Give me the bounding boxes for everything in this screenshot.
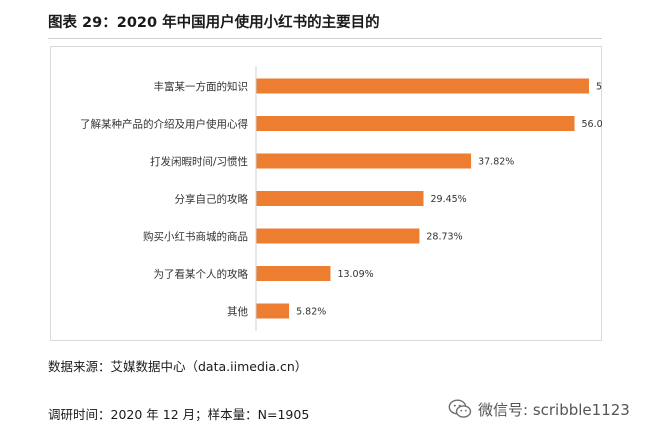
value-label: 5.82% [296,307,326,318]
bar [256,116,575,131]
data-source-note: 数据来源：艾媒数据中心（data.iimedia.cn） [48,359,308,374]
bar [256,303,290,319]
category-label: 购买小红书商城的商品 [143,230,248,243]
category-label: 其他 [227,305,248,318]
bar [256,153,472,169]
bar-chart: 丰富某一方面的知识 58.55% 了解某种产品的介绍及用户使用心得 56.00% 打发闲… [80,66,602,331]
category-label: 丰富某一方面的知识 [154,80,249,93]
bar [256,228,420,244]
wechat-icon [448,399,472,418]
value-label: 13.09% [337,269,373,280]
category-label: 分享自己的攻略 [175,193,249,206]
watermark-text: 微信号: scribble1123 [478,400,630,419]
value-label: 58.55% [596,82,602,93]
value-label: 28.73% [426,232,462,243]
category-label: 了解某种产品的介绍及用户使用心得 [80,118,248,131]
chart-title: 图表 29：2020 年中国用户使用小红书的主要目的 [48,15,380,31]
bar [256,191,424,206]
category-label: 为了看某个人的攻略 [154,268,249,281]
category-label: 打发闲暇时间/习惯性 [150,155,248,168]
title-divider [48,38,602,39]
chart-frame [50,46,602,341]
value-label: 56.00% [581,119,602,130]
wechat-watermark: 微信号: scribble1123 [448,398,630,420]
bar [256,78,589,94]
bar [256,266,331,281]
value-label: 29.45% [430,194,466,205]
value-label: 37.82% [478,157,514,168]
survey-info-note: 调研时间：2020 年 12 月；样本量：N=1905 [48,407,310,422]
